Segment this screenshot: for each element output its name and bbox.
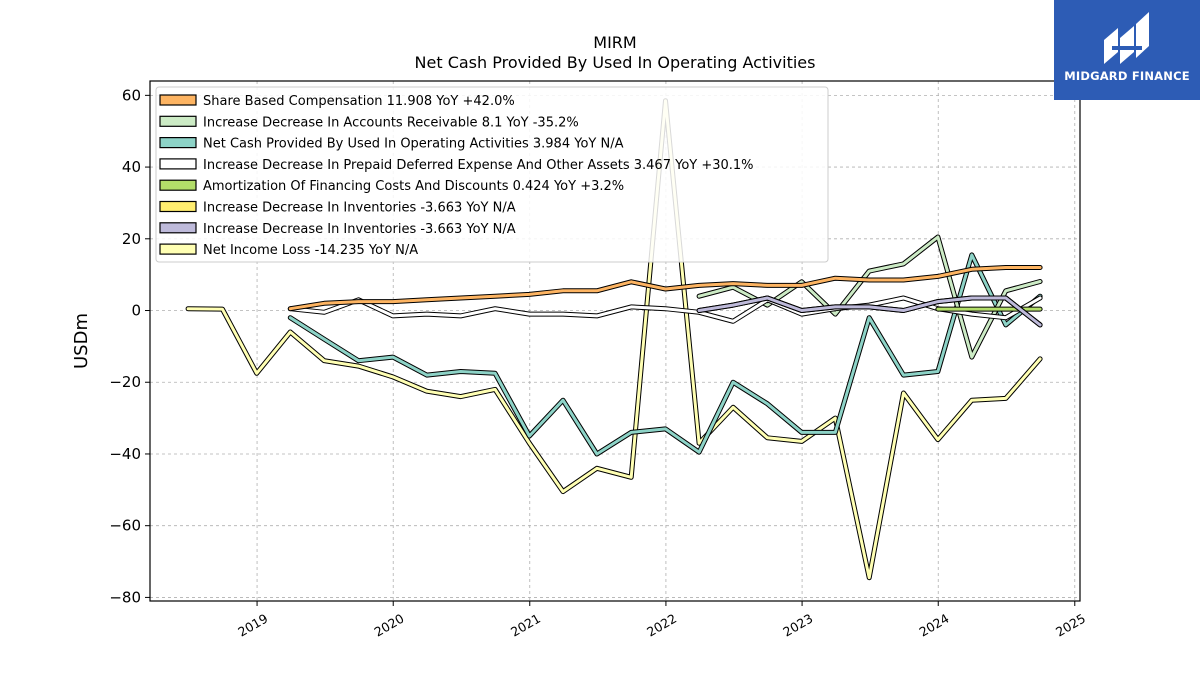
series-increase-decrease-in-inventories	[696, 295, 1043, 328]
legend-label: Increase Decrease In Prepaid Deferred Ex…	[203, 158, 754, 173]
series-increase-decrease-in-prepaid-deferred-expense-and-other-assets	[287, 295, 1043, 324]
y-axis: 60 40 20 0 −20 −40 −60 −80	[109, 86, 150, 606]
x-tick-label: 2023	[780, 611, 815, 640]
legend-label: Increase Decrease In Inventories -3.663 …	[203, 222, 516, 237]
series-line	[288, 296, 1042, 323]
midgard-finance-logo: MIDGARD FINANCE	[1054, 0, 1200, 100]
y-tick-label: −40	[109, 445, 141, 463]
series-line	[697, 296, 1042, 327]
legend-swatch	[159, 115, 197, 127]
legend-swatch	[159, 200, 197, 213]
x-tick-label: 2024	[916, 611, 951, 640]
y-tick-label: −60	[109, 517, 141, 535]
legend-label: Net Cash Provided By Used In Operating A…	[203, 137, 624, 152]
legend-swatch	[159, 179, 197, 191]
series-line	[288, 253, 1042, 456]
legend-label: Increase Decrease In Inventories -3.663 …	[203, 201, 516, 216]
x-tick-label: 2022	[644, 611, 679, 640]
legend-swatch	[159, 137, 197, 149]
y-tick-label: 20	[122, 230, 141, 248]
legend-label: Share Based Compensation 11.908 YoY +42.…	[203, 94, 515, 109]
series-net-cash-provided-by-used-in-operating-activities	[287, 252, 1043, 457]
x-tick-label: 2021	[508, 611, 543, 640]
chart-title: MIRM	[593, 33, 636, 52]
legend: Share Based Compensation 11.908 YoY +42.…	[155, 86, 829, 263]
y-tick-label: −80	[109, 588, 141, 606]
legend-swatch	[159, 158, 197, 170]
legend-box	[155, 86, 829, 263]
legend-label: Net Income Loss -14.235 YoY N/A	[203, 243, 418, 258]
y-tick-label: 40	[122, 158, 141, 176]
logo-mark-icon	[1104, 12, 1149, 64]
legend-label: Increase Decrease In Accounts Receivable…	[203, 115, 579, 130]
plot-frame	[149, 80, 1081, 602]
x-tick-label: 2020	[371, 611, 406, 640]
logo-text: MIDGARD FINANCE	[1064, 69, 1190, 83]
x-tick-label: 2025	[1053, 611, 1088, 640]
legend-swatch	[159, 222, 197, 234]
series-line	[186, 99, 1042, 580]
series-share-based-compensation	[287, 265, 1043, 312]
series-net-income-loss	[185, 98, 1043, 581]
y-axis-label: USDm	[71, 313, 92, 369]
series-line	[288, 266, 1042, 311]
x-axis: 2019 2020 2021 2022 2023 2024 2025	[235, 601, 1088, 640]
x-tick-label: 2019	[235, 611, 270, 640]
legend-swatch	[159, 94, 197, 106]
y-tick-label: 60	[122, 86, 141, 104]
y-tick-label: −20	[109, 373, 141, 391]
series-lines	[185, 98, 1043, 581]
legend-swatch	[159, 243, 197, 255]
chart-subtitle: Net Cash Provided By Used In Operating A…	[415, 53, 816, 72]
y-tick-label: 0	[131, 302, 141, 320]
legend-label: Amortization Of Financing Costs And Disc…	[203, 179, 624, 194]
